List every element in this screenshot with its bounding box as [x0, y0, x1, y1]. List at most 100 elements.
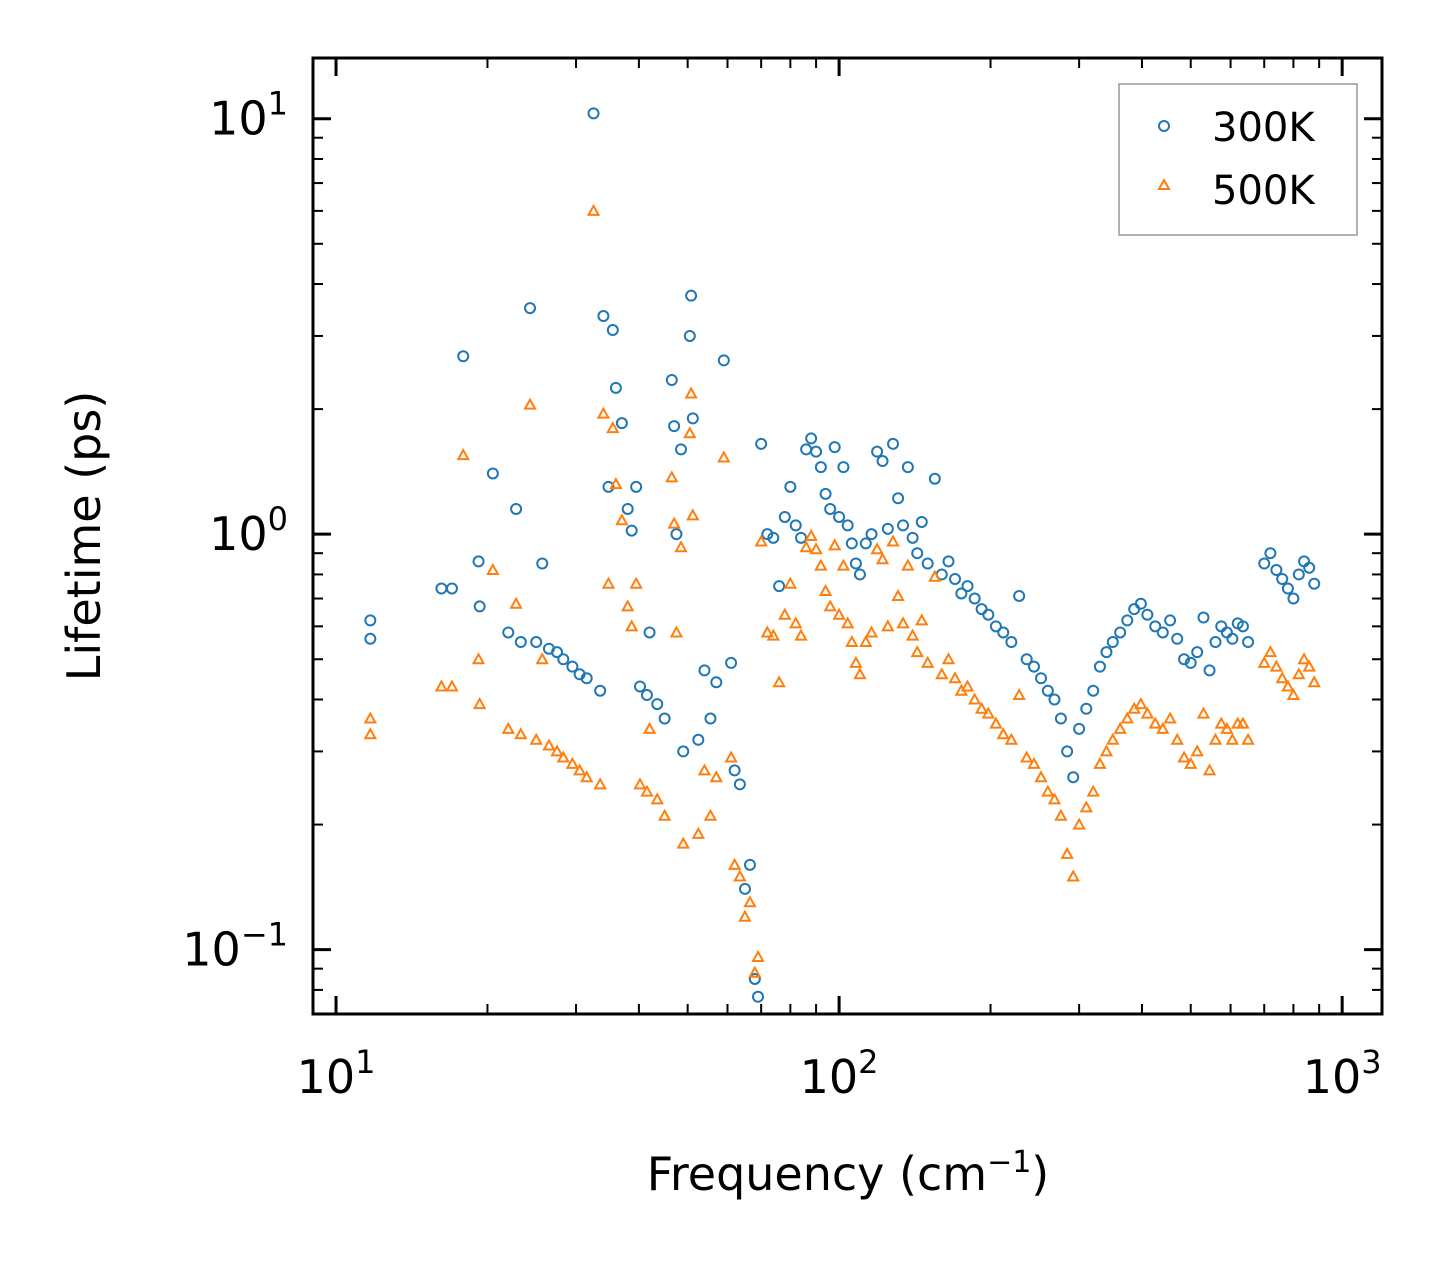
data-point-500k: [845, 634, 859, 648]
data-point-300k: [685, 289, 698, 302]
legend: 300K 500K: [1118, 83, 1358, 236]
data-point-500k: [609, 477, 623, 490]
data-point-500k: [615, 513, 629, 526]
data-point-500k: [783, 576, 798, 589]
data-point-300k: [814, 461, 827, 474]
data-point-300k: [892, 492, 905, 505]
data-point-300k: [580, 672, 593, 685]
data-point-500k: [1027, 756, 1041, 769]
data-point-300k: [606, 324, 619, 337]
x-axis-title: Frequency (cm−1): [647, 1145, 1050, 1201]
data-point-300k: [1209, 636, 1222, 649]
data-point-300k: [789, 519, 802, 532]
data-point-300k: [692, 733, 705, 746]
data-point-300k: [1303, 561, 1316, 574]
data-point-500k: [529, 732, 543, 745]
data-point-500k: [1170, 732, 1184, 745]
data-point-300k: [658, 712, 671, 725]
data-point-300k: [1258, 557, 1271, 570]
data-point-500k: [709, 770, 723, 783]
data-point-300k: [1020, 653, 1033, 666]
data-point-300k: [524, 302, 537, 315]
data-point-300k: [1141, 608, 1154, 621]
data-point-300k: [949, 573, 962, 586]
data-point-500k: [864, 625, 879, 638]
data-point-300k: [1106, 636, 1119, 649]
data-point-500k: [363, 711, 378, 724]
data-point-300k: [955, 587, 968, 600]
data-point-500k: [1093, 756, 1107, 769]
data-point-500k: [853, 667, 867, 680]
data-point-300k: [1067, 771, 1080, 784]
legend-marker-500k: [1157, 177, 1171, 190]
data-point-500k: [804, 528, 818, 541]
data-point-300k: [828, 441, 841, 454]
data-point-300k: [1093, 660, 1106, 673]
data-point-500k: [1184, 756, 1198, 769]
data-point-500k: [620, 599, 635, 612]
data-point-300k: [837, 461, 850, 474]
data-point-500k: [836, 558, 851, 571]
data-point-500k: [948, 671, 962, 684]
x-tick-label: 102: [800, 1043, 879, 1104]
data-point-500k: [586, 203, 601, 216]
data-point-500k: [1225, 732, 1240, 745]
data-point-500k: [703, 808, 718, 821]
data-point-300k: [849, 557, 862, 570]
data-point-500k: [686, 508, 700, 521]
data-point-300k: [457, 350, 470, 363]
data-point-300k: [1156, 626, 1169, 639]
data-point-300k: [881, 522, 894, 535]
data-point-300k: [633, 680, 646, 693]
data-point-500k: [727, 857, 742, 870]
data-point-500k: [565, 756, 580, 769]
data-point-300k: [514, 636, 527, 649]
data-point-500k: [1257, 655, 1271, 668]
data-point-500k: [1134, 697, 1148, 710]
data-point-500k: [1302, 659, 1316, 672]
y-tick-label-exponent: 1: [268, 85, 288, 123]
data-point-500k: [601, 576, 616, 589]
data-point-500k: [870, 542, 884, 555]
data-point-500k: [1307, 675, 1321, 688]
data-point-500k: [960, 679, 975, 692]
data-point-500k: [684, 386, 698, 399]
data-point-300k: [1121, 614, 1134, 627]
data-point-500k: [1004, 732, 1019, 745]
data-point-300k: [686, 412, 699, 425]
data-point-500k: [794, 628, 808, 641]
data-point-300k: [1048, 693, 1061, 706]
data-point-500k: [669, 625, 684, 638]
y-tick-label-base: 10: [209, 92, 268, 146]
data-point-300k: [1264, 547, 1277, 560]
data-point-300k: [989, 620, 1002, 633]
data-point-300k: [887, 437, 900, 450]
data-point-500k: [1202, 763, 1217, 776]
data-point-500k: [1106, 732, 1120, 745]
data-point-300k: [1236, 620, 1249, 633]
data-point-500k: [633, 777, 647, 790]
data-point-500k: [1140, 706, 1155, 719]
data-point-500k: [593, 777, 607, 790]
data-point-500k: [580, 770, 594, 783]
data-point-300k: [845, 537, 858, 550]
data-point-300k: [640, 689, 653, 702]
data-point-300k: [743, 858, 756, 871]
data-point-300k: [536, 557, 549, 570]
data-point-300k: [615, 417, 628, 430]
data-point-500k: [754, 534, 768, 547]
data-point-500k: [572, 763, 587, 776]
series-300k: [364, 107, 1321, 1003]
data-point-500k: [657, 808, 672, 821]
data-point-500k: [766, 628, 781, 641]
data-point-500k: [501, 721, 515, 734]
data-point-300k: [510, 502, 523, 515]
data-point-500k: [1060, 846, 1074, 859]
data-point-300k: [871, 445, 884, 458]
data-point-300k: [551, 646, 564, 659]
data-point-500k: [629, 576, 643, 589]
data-point-300k: [1287, 592, 1300, 605]
data-point-300k: [1191, 646, 1204, 659]
data-point-500k: [606, 421, 620, 434]
data-point-500k: [640, 784, 654, 797]
